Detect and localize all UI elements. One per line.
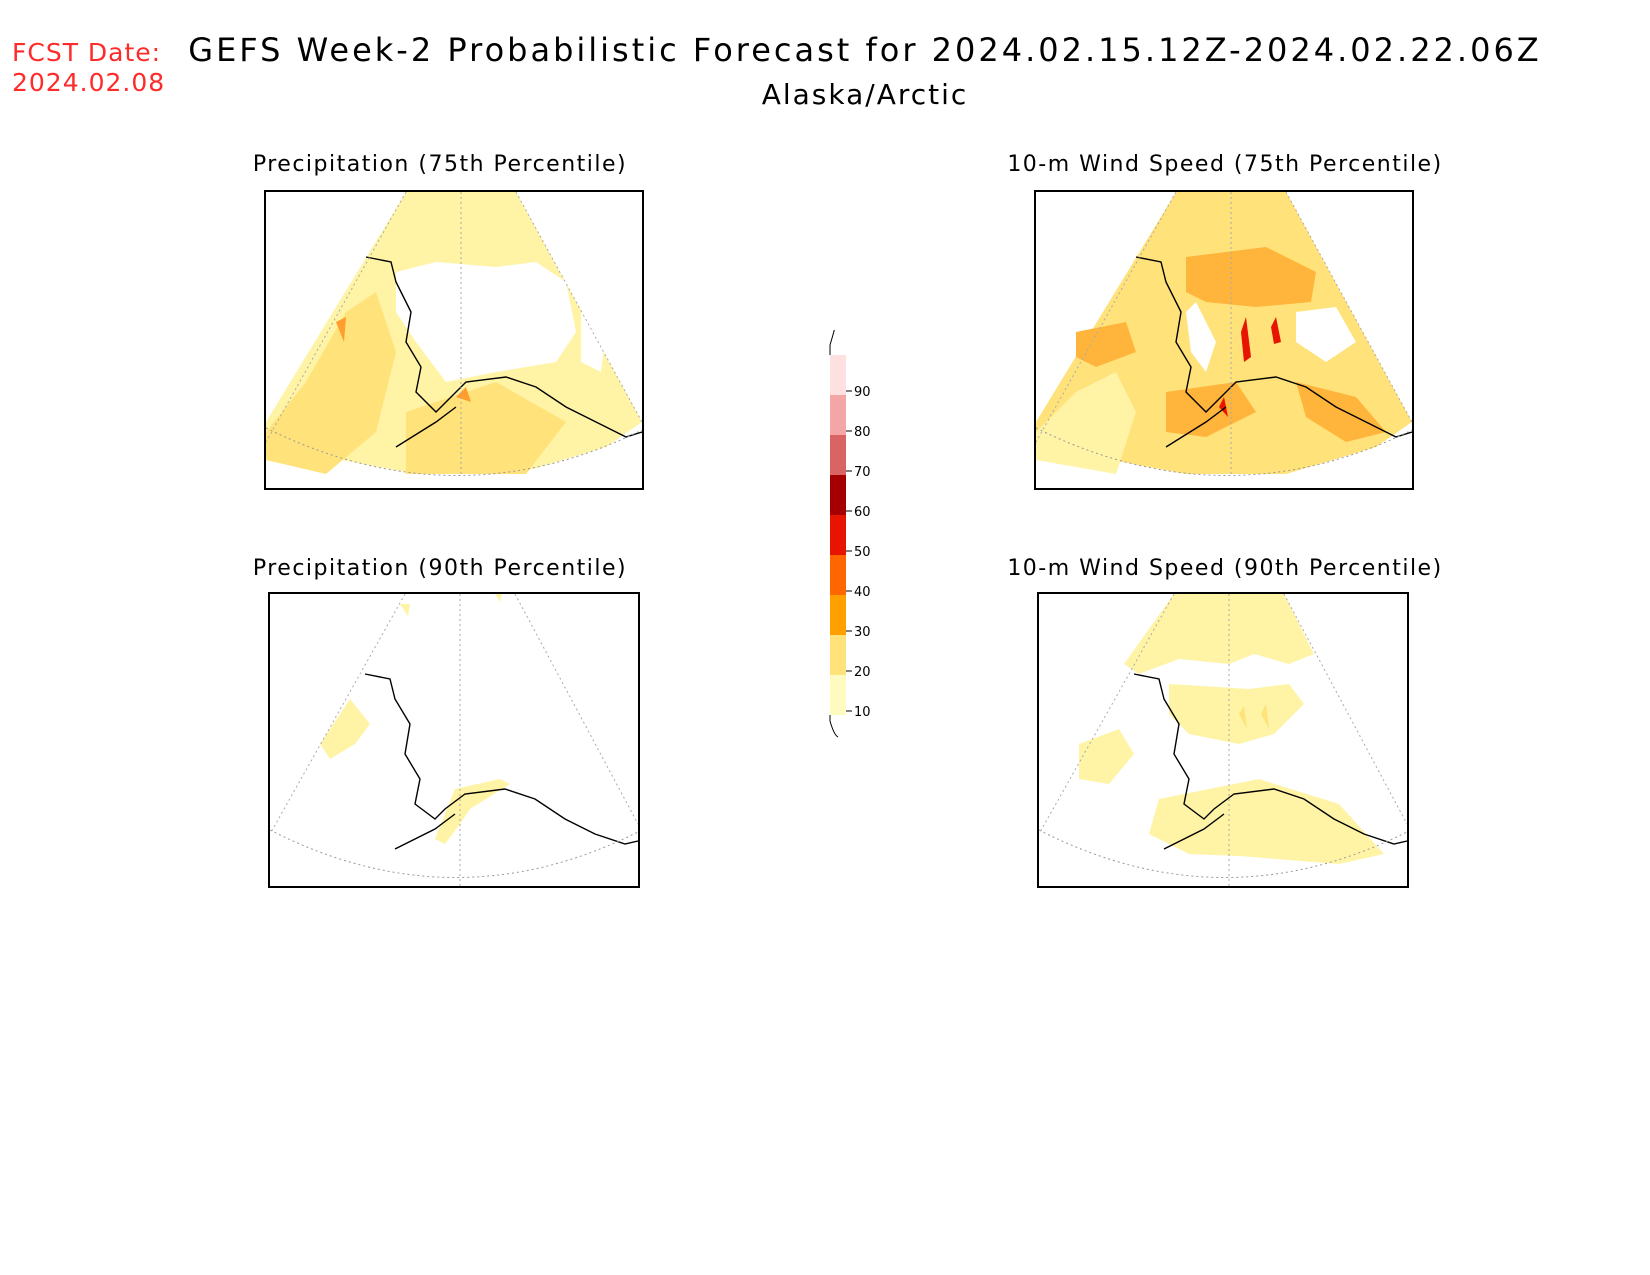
- colorbar-swatch: [830, 595, 846, 635]
- panel-title-precip-75: Precipitation (75th Percentile): [252, 152, 628, 177]
- map-precip-90-plot: [270, 594, 638, 886]
- colorbar-swatch: [830, 635, 846, 675]
- map-wind-75: [1034, 190, 1414, 490]
- colorbar-swatch: [830, 675, 846, 715]
- region-subtitle: Alaska/Arctic: [761, 78, 969, 111]
- colorbar-tick-label: 50: [854, 545, 871, 560]
- panel-title-wind-90: 10-m Wind Speed (90th Percentile): [1007, 556, 1443, 581]
- map-precip-75: [264, 190, 644, 490]
- colorbar-swatch: [830, 355, 846, 395]
- map-precip-75-plot: [266, 192, 642, 476]
- panel-title-wind-75: 10-m Wind Speed (75th Percentile): [1007, 152, 1443, 177]
- colorbar-tick-label: 40: [854, 585, 871, 600]
- colorbar-tick-label: 60: [854, 505, 871, 520]
- map-precip-90: [268, 592, 640, 888]
- panel-title-precip-90: Precipitation (90th Percentile): [252, 556, 628, 581]
- fcst-date-label: FCST Date:: [12, 38, 162, 67]
- colorbar-swatch: [830, 395, 846, 435]
- map-wind-90: [1037, 592, 1409, 888]
- fcst-date-block: FCST Date: 2024.02.08: [12, 38, 165, 98]
- map-wind-75-plot: [1036, 192, 1412, 476]
- probability-colorbar: 10 20 30 40 50 60 70 80 90: [829, 330, 871, 738]
- colorbar-tick-label: 90: [854, 385, 871, 400]
- colorbar-swatch: [830, 475, 846, 515]
- colorbar-bottom-end: [829, 715, 839, 738]
- colorbar-tick-label: 80: [854, 425, 871, 440]
- colorbar-swatch: [830, 555, 846, 595]
- main-title: GEFS Week-2 Probabilistic Forecast for 2…: [188, 31, 1542, 69]
- colorbar-tick-label: 20: [854, 665, 871, 680]
- map-wind-90-plot: [1039, 594, 1407, 886]
- colorbar-swatch: [830, 435, 846, 475]
- colorbar-tick-label: 10: [854, 705, 871, 720]
- colorbar-top-end: [829, 330, 835, 355]
- colorbar-tick-label: 30: [854, 625, 871, 640]
- colorbar-tick-label: 70: [854, 465, 871, 480]
- fcst-date-value: 2024.02.08: [12, 68, 166, 97]
- colorbar-swatch: [830, 515, 846, 555]
